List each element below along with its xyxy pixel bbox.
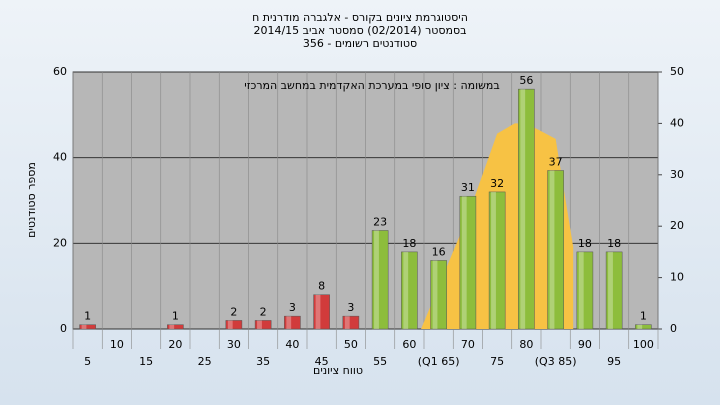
x-tick-label: 100	[633, 338, 654, 351]
bar	[79, 324, 96, 330]
title-line: סטודנטים רשומים - 356	[303, 37, 417, 50]
y2-tick-label: 10	[670, 271, 684, 284]
bar	[401, 251, 418, 330]
data-label: 1	[640, 310, 647, 323]
x-tick-label: 25	[198, 355, 212, 368]
data-label: 32	[490, 177, 504, 190]
bar-highlight	[374, 230, 379, 329]
y2-tick-label: 20	[670, 219, 684, 232]
data-label: 2	[260, 305, 267, 318]
data-label: 18	[607, 237, 621, 250]
bar	[371, 230, 389, 330]
bar	[254, 320, 272, 330]
x-tick-label: 70	[461, 338, 475, 351]
y-tick-label: 60	[53, 65, 67, 78]
bar-highlight	[549, 170, 555, 329]
data-label: 37	[549, 156, 563, 169]
x-tick-label: 60	[402, 338, 416, 351]
bar-highlight	[169, 324, 175, 329]
x-axis-label: טווח ציונים	[313, 364, 363, 377]
bar	[430, 260, 447, 330]
x-tick-label: 80	[519, 338, 533, 351]
x-tick-label: (Q1 65)	[418, 355, 460, 368]
bar	[488, 191, 506, 330]
data-label: 1	[172, 310, 179, 323]
x-tick-label: 95	[607, 355, 621, 368]
x-tick-label: 10	[110, 338, 124, 351]
bar-highlight	[315, 294, 321, 329]
y2-tick-label: 40	[670, 116, 684, 129]
x-tick-label: (Q3 85)	[535, 355, 577, 368]
bar-highlight	[461, 196, 467, 329]
x-tick-label: 90	[578, 338, 592, 351]
bar-highlight	[227, 320, 233, 329]
bar-highlight	[578, 251, 584, 329]
bar	[605, 251, 623, 330]
y2-tick-label: 0	[670, 322, 677, 335]
bar-highlight	[432, 260, 438, 329]
data-label: 56	[519, 74, 533, 87]
x-tick-label: 75	[490, 355, 504, 368]
x-tick-label: 40	[285, 338, 299, 351]
bar	[547, 170, 564, 330]
y-tick-label: 0	[60, 322, 67, 335]
bar-highlight	[491, 191, 496, 329]
x-tick-label: 50	[344, 338, 358, 351]
bar-highlight	[344, 316, 350, 329]
title-line: היסטוגרמת ציונים בקורס - אלגברה מודרנית …	[252, 11, 468, 24]
bar-highlight	[637, 324, 643, 329]
data-label: 3	[289, 301, 296, 314]
bar-highlight	[520, 89, 526, 329]
x-tick-label: 45	[315, 355, 329, 368]
x-tick-label: 30	[227, 338, 241, 351]
bar	[225, 320, 243, 330]
title-line: בסמסטר (02/2014) סמסטר אביב 2014/15	[253, 24, 466, 37]
data-label: 1	[84, 310, 91, 323]
data-label: 8	[318, 280, 325, 293]
annotation: במשומה : ציון סופי במערכת האקדמית במחשב …	[244, 79, 500, 92]
y-axis-label: מספר סטודנטים	[25, 162, 38, 238]
bar-highlight	[286, 316, 292, 329]
y-tick-label: 20	[53, 236, 67, 249]
data-label: 18	[402, 237, 416, 250]
data-label: 18	[578, 237, 592, 250]
x-tick-label: 15	[139, 355, 153, 368]
bar	[635, 324, 652, 330]
y2-tick-label: 50	[670, 65, 684, 78]
bar-highlight	[403, 251, 409, 329]
bar	[313, 294, 330, 330]
data-label: 31	[461, 181, 475, 194]
bar	[459, 195, 477, 330]
bar-highlight	[81, 324, 87, 329]
bar	[167, 324, 184, 330]
y2-tick-label: 30	[670, 168, 684, 181]
data-label: 16	[432, 245, 446, 258]
bar-highlight	[608, 251, 613, 329]
data-label: 23	[373, 215, 387, 228]
x-tick-label: 5	[84, 355, 91, 368]
bar	[576, 251, 594, 330]
bar-highlight	[257, 320, 262, 329]
data-label: 3	[347, 301, 354, 314]
bar	[284, 315, 301, 330]
x-tick-label: 20	[168, 338, 182, 351]
data-label: 2	[230, 305, 237, 318]
bar	[342, 315, 360, 330]
x-tick-label: 35	[256, 355, 270, 368]
bar	[518, 88, 535, 330]
y-tick-label: 40	[53, 151, 67, 164]
x-tick-label: 55	[373, 355, 387, 368]
